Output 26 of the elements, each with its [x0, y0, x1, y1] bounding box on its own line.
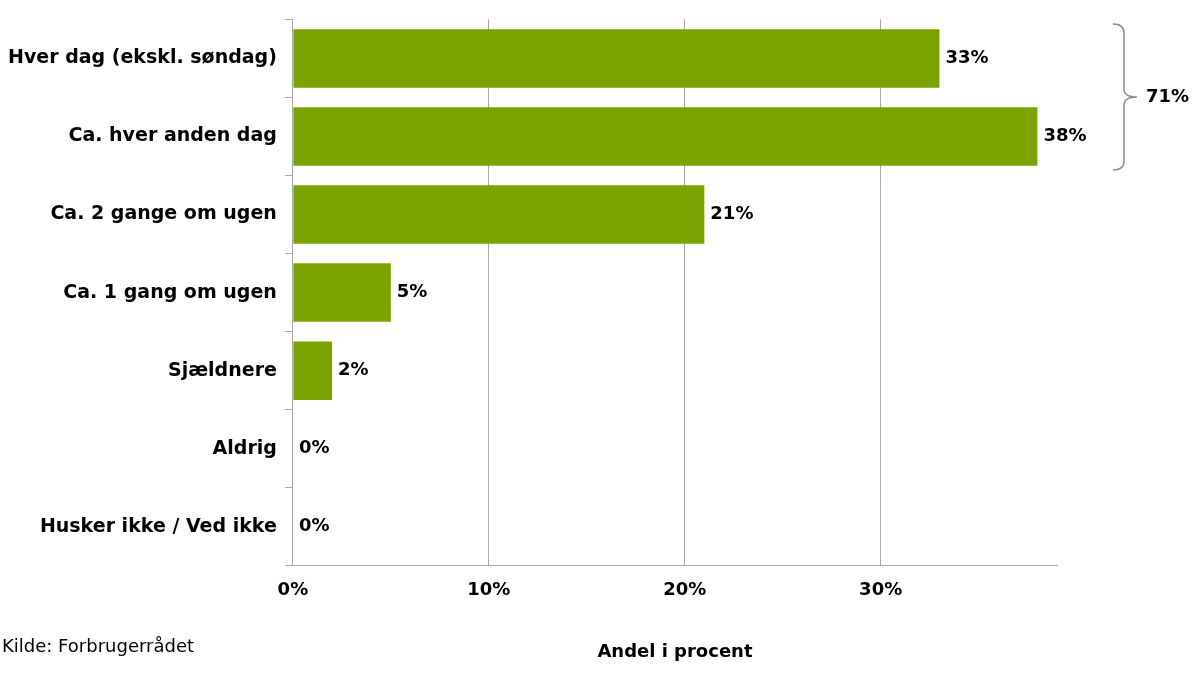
bar: [293, 341, 333, 400]
x-tick-label: 10%: [467, 578, 511, 600]
y-tick-label: Ca. 1 gang om ugen: [63, 279, 277, 302]
data-label: 2%: [338, 358, 369, 380]
x-axis-title: Andel i procent: [597, 639, 753, 661]
y-tick-label: Sjældnere: [167, 357, 277, 380]
bar: [293, 185, 705, 244]
data-label: 21%: [710, 202, 754, 224]
data-label: 0%: [298, 436, 330, 458]
y-tick-label: Hver dag (ekskl. søndag): [7, 45, 277, 68]
bar: [293, 263, 391, 322]
x-tick-label: 20%: [663, 578, 707, 600]
data-label: 38%: [1043, 124, 1087, 146]
y-tick-label: Aldrig: [212, 435, 277, 458]
data-label: 0%: [298, 514, 330, 536]
x-tick-label: 30%: [859, 578, 903, 600]
y-tick-label: Husker ikke / Ved ikke: [39, 513, 277, 536]
y-tick-label: Ca. 2 gange om ugen: [50, 201, 277, 224]
x-tick-label: 0%: [277, 578, 309, 600]
y-tick-label: Ca. hver anden dag: [68, 123, 277, 146]
bar: [293, 29, 940, 88]
data-label: 33%: [945, 46, 989, 68]
text: 71%: [1146, 85, 1190, 107]
text: Kilde: Forbrugerrådet: [2, 635, 195, 656]
data-label: 5%: [396, 280, 428, 302]
bar: [293, 107, 1038, 166]
